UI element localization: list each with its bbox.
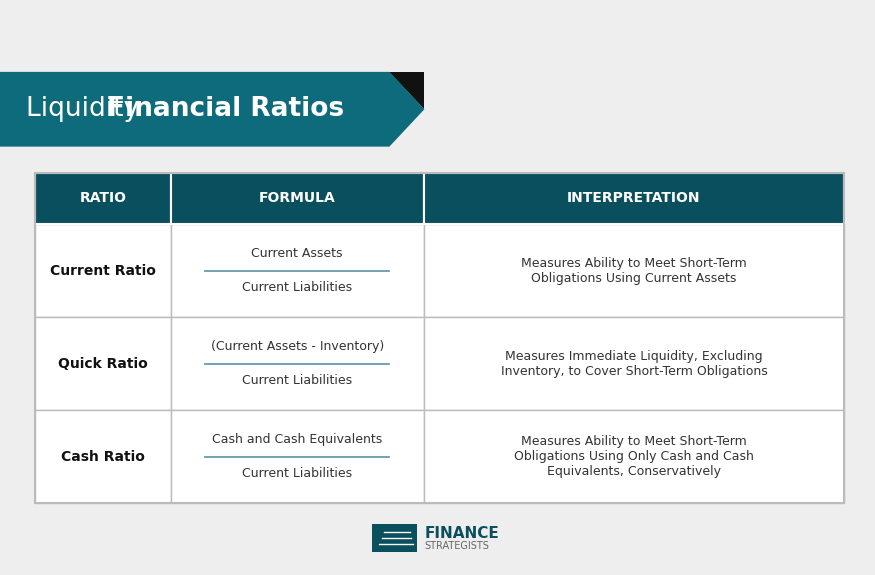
Text: Current Liabilities: Current Liabilities (242, 282, 353, 294)
Text: Current Liabilities: Current Liabilities (242, 374, 353, 388)
FancyBboxPatch shape (35, 172, 171, 224)
Text: STRATEGISTS: STRATEGISTS (424, 540, 489, 551)
FancyBboxPatch shape (171, 317, 424, 410)
Text: RATIO: RATIO (80, 191, 127, 205)
Text: Cash and Cash Equivalents: Cash and Cash Equivalents (212, 433, 382, 446)
FancyBboxPatch shape (171, 224, 424, 317)
Text: Current Liabilities: Current Liabilities (242, 467, 353, 480)
Text: Cash Ratio: Cash Ratio (61, 450, 145, 463)
Text: FORMULA: FORMULA (259, 191, 336, 205)
Text: FINANCE: FINANCE (424, 526, 499, 541)
FancyBboxPatch shape (372, 524, 417, 552)
FancyBboxPatch shape (171, 410, 424, 503)
Text: INTERPRETATION: INTERPRETATION (567, 191, 701, 205)
FancyBboxPatch shape (35, 410, 171, 503)
Text: Current Ratio: Current Ratio (50, 264, 156, 278)
Polygon shape (0, 72, 424, 147)
Text: Current Assets: Current Assets (251, 247, 343, 260)
Text: Measures Ability to Meet Short-Term
Obligations Using Only Cash and Cash
Equival: Measures Ability to Meet Short-Term Obli… (514, 435, 754, 478)
Text: Quick Ratio: Quick Ratio (58, 356, 148, 371)
FancyBboxPatch shape (424, 410, 844, 503)
FancyBboxPatch shape (424, 317, 844, 410)
Text: Financial Ratios: Financial Ratios (107, 96, 344, 122)
Text: Measures Immediate Liquidity, Excluding
Inventory, to Cover Short-Term Obligatio: Measures Immediate Liquidity, Excluding … (500, 350, 767, 378)
FancyBboxPatch shape (35, 224, 171, 317)
Polygon shape (389, 72, 424, 109)
FancyBboxPatch shape (171, 172, 424, 224)
Text: (Current Assets - Inventory): (Current Assets - Inventory) (211, 340, 384, 353)
FancyBboxPatch shape (424, 172, 844, 224)
Text: Liquidity: Liquidity (26, 96, 148, 122)
Text: Measures Ability to Meet Short-Term
Obligations Using Current Assets: Measures Ability to Meet Short-Term Obli… (521, 256, 746, 285)
FancyBboxPatch shape (424, 224, 844, 317)
FancyBboxPatch shape (35, 317, 171, 410)
